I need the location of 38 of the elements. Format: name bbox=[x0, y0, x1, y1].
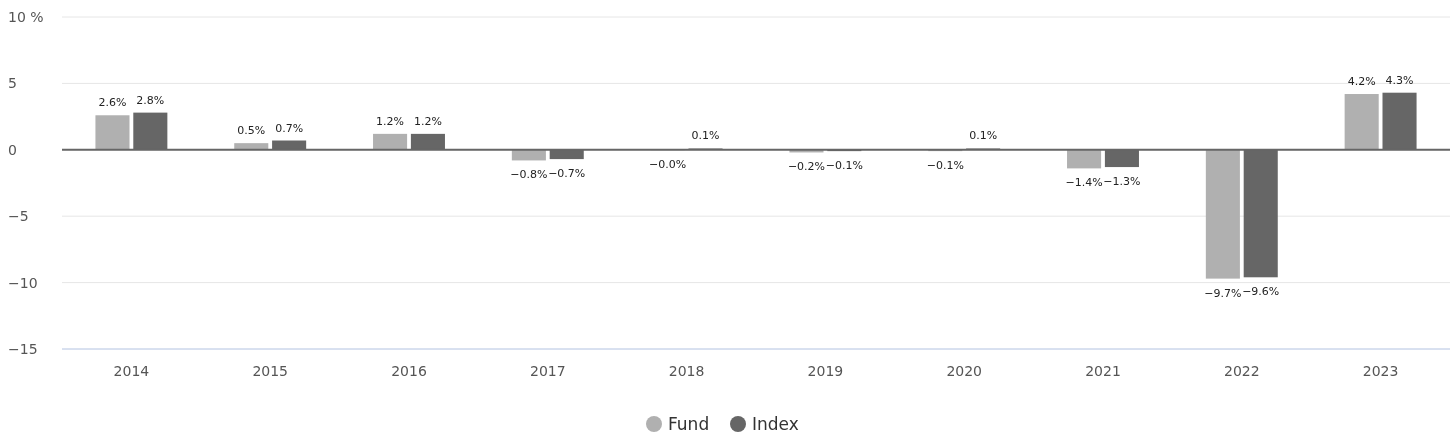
data-label: −0.1% bbox=[926, 159, 964, 173]
x-tick-label: 2017 bbox=[529, 363, 566, 379]
x-tick-label: 2020 bbox=[946, 363, 983, 379]
data-label: −0.7% bbox=[548, 167, 586, 181]
data-label: −9.6% bbox=[1242, 285, 1280, 299]
data-label: 4.2% bbox=[1347, 75, 1376, 89]
data-label: −0.2% bbox=[787, 160, 826, 174]
x-tick-label: 2023 bbox=[1362, 363, 1399, 379]
x-tick-label: 2022 bbox=[1223, 363, 1260, 379]
legend-label: Index bbox=[752, 413, 799, 434]
x-tick-label: 2019 bbox=[807, 363, 844, 379]
y-tick-label: −15 bbox=[8, 340, 38, 357]
data-label: 2.6% bbox=[98, 96, 127, 110]
x-tick-label: 2018 bbox=[668, 363, 705, 379]
x-tick-label: 2015 bbox=[252, 363, 289, 379]
legend-label: Fund bbox=[668, 413, 710, 434]
data-label: 4.3% bbox=[1385, 73, 1414, 87]
data-label: −0.8% bbox=[510, 168, 548, 182]
y-tick-label: −5 bbox=[8, 208, 29, 225]
data-label: −0.1% bbox=[825, 159, 863, 173]
data-label: 1.2% bbox=[376, 114, 405, 128]
data-label: 2.8% bbox=[136, 93, 165, 107]
x-tick-label: 2021 bbox=[1085, 363, 1121, 379]
x-tick-label: 2016 bbox=[391, 363, 427, 379]
data-label: −0.0% bbox=[649, 158, 687, 172]
data-label: 0.7% bbox=[275, 121, 304, 135]
data-label: −1.4% bbox=[1065, 176, 1103, 190]
x-tick-label: 2014 bbox=[113, 363, 150, 379]
data-label: 0.1% bbox=[969, 129, 998, 143]
y-tick-label: 0 bbox=[8, 141, 17, 158]
data-label: −1.3% bbox=[1103, 175, 1141, 189]
data-label: 0.1% bbox=[691, 129, 720, 143]
data-label: 1.2% bbox=[413, 114, 442, 128]
data-label: −9.7% bbox=[1204, 286, 1242, 300]
data-label: 0.5% bbox=[237, 124, 266, 138]
y-tick-label: 5 bbox=[8, 75, 17, 92]
y-tick-label: 10 % bbox=[8, 8, 44, 25]
y-tick-label: −10 bbox=[8, 274, 38, 291]
